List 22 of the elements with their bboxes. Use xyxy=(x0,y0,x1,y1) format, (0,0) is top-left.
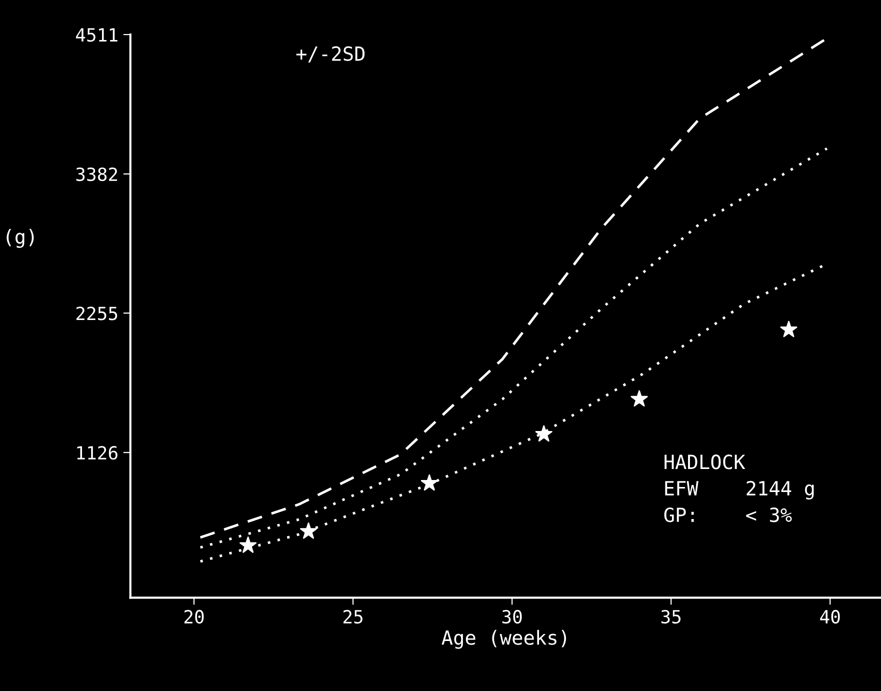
point xyxy=(420,474,438,491)
point xyxy=(630,390,648,407)
x-tick-label: 35 xyxy=(661,610,681,624)
x-tick-label: 25 xyxy=(343,610,362,624)
y-tick-label: 1126 xyxy=(77,446,118,460)
annotation: EFW 2144 g xyxy=(665,480,814,500)
annotation: +/-2SD xyxy=(296,46,365,62)
annotation: HADLOCK xyxy=(664,454,746,470)
y-axis-title: (g) xyxy=(6,228,34,248)
x-tick-label: 30 xyxy=(502,610,522,624)
y-tick-label: 2255 xyxy=(76,306,118,320)
x-tick-label: 20 xyxy=(184,610,204,624)
x-tick-label: 40 xyxy=(820,610,840,624)
point xyxy=(535,425,552,442)
y-tick-label: 4511 xyxy=(76,28,118,42)
y-tick-label: 3382 xyxy=(76,167,118,182)
point xyxy=(300,522,318,539)
line-series xyxy=(199,147,828,549)
point xyxy=(780,320,798,338)
annotation: GP: < 3% xyxy=(664,507,792,522)
x-axis-title: Age (weeks) xyxy=(442,630,566,649)
point xyxy=(240,536,257,553)
